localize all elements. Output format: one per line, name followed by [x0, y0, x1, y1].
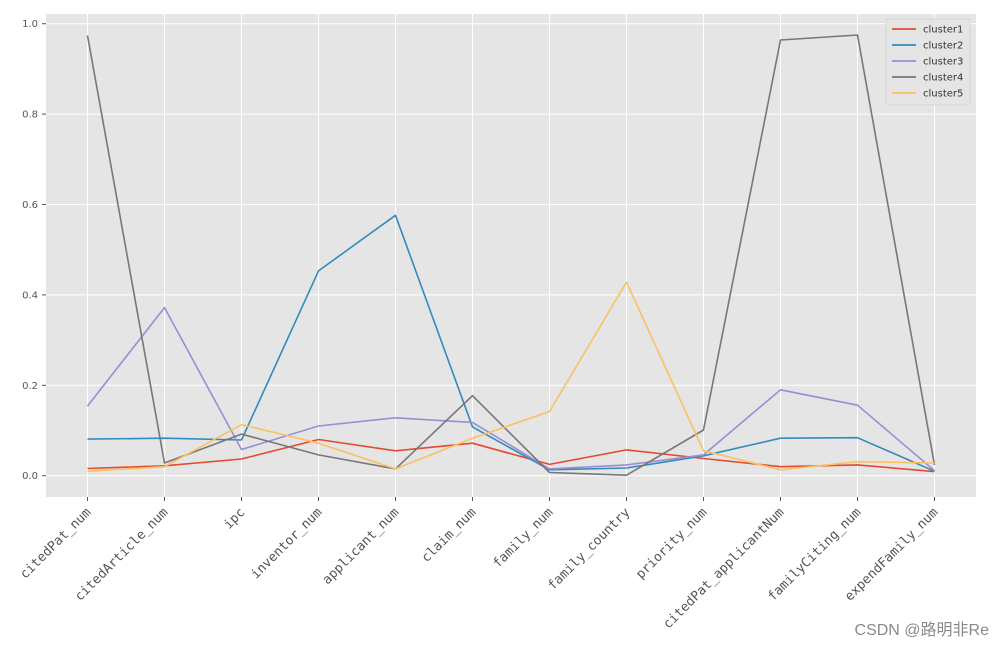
series-line-cluster4	[86, 34, 936, 477]
y-tick-label: 0.4	[22, 290, 38, 301]
y-tick-label: 0.2	[22, 381, 38, 392]
series-line-cluster3	[86, 306, 936, 472]
grid-lines	[46, 14, 976, 497]
y-tick-label: 0.8	[22, 110, 38, 121]
x-tick-label: inventor_num	[248, 505, 325, 582]
legend-label-cluster2: cluster2	[923, 41, 963, 52]
x-tick-label: family_country	[545, 505, 633, 593]
y-axis: 0.0 0.2 0.4 0.6 0.8 1.0	[22, 19, 46, 482]
legend-label-cluster4: cluster4	[923, 73, 963, 84]
legend-box	[885, 18, 971, 106]
series-line-cluster1	[87, 438, 935, 473]
x-tick-label: family_num	[490, 505, 556, 571]
legend-label-cluster1: cluster1	[923, 25, 963, 36]
x-tick-label: claim_num	[419, 505, 480, 566]
x-tick-label: ipc	[221, 505, 248, 532]
y-tick-label: 0.6	[22, 200, 38, 211]
x-tick-label: priority_num	[633, 505, 710, 582]
x-tick-label: applicant_num	[320, 505, 403, 588]
plot-area	[46, 14, 976, 497]
legend: cluster1 cluster2 cluster3 cluster4 cluster5	[885, 18, 971, 106]
y-tick-label: 1.0	[22, 19, 38, 30]
x-tick-label: citedPat_num	[17, 505, 94, 582]
series-lines	[86, 34, 936, 477]
legend-label-cluster3: cluster3	[923, 57, 963, 68]
legend-label-cluster5: cluster5	[923, 89, 963, 100]
watermark: CSDN @路明非Re	[854, 622, 989, 639]
series-line-cluster5	[87, 281, 935, 472]
y-tick-label: 0.0	[22, 471, 38, 482]
